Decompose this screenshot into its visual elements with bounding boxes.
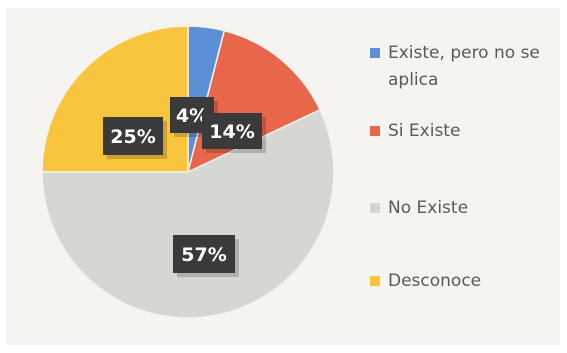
pie-data-labels: 4%14% 57% 25%	[103, 97, 266, 277]
legend-swatch-2	[370, 203, 380, 213]
legend-label-0: Existe, pero no se aplica	[388, 43, 540, 90]
legend-label-3: Desconoce	[388, 271, 482, 291]
legend-label-2: No Existe	[388, 198, 469, 218]
data-label-text-2: 57%	[181, 244, 226, 266]
data-label-text-3: 25%	[110, 126, 155, 148]
data-label-text-1: 14%	[209, 121, 254, 143]
legend-item-no-existe: No Existe	[370, 195, 548, 222]
data-label-2: 57%	[173, 235, 239, 277]
legend-item-existe-pero-no-se-aplica: Existe, pero no se aplica	[370, 40, 548, 94]
legend-item-desconoce: Desconoce	[370, 268, 548, 295]
data-label-text-0: 4%	[176, 105, 208, 127]
pie-slice-2	[41, 108, 335, 319]
legend-swatch-1	[370, 126, 380, 136]
legend-label-1: Si Existe	[388, 121, 461, 141]
legend-swatch-3	[370, 276, 380, 286]
data-label-3: 25%	[103, 117, 167, 159]
data-label-box-2	[173, 235, 235, 273]
legend-swatch-0	[370, 48, 380, 58]
data-label-box-1	[202, 113, 262, 149]
data-label-1: 14%	[202, 113, 266, 153]
data-label-box-3	[103, 117, 163, 155]
legend-item-si-existe: Si Existe	[370, 118, 548, 145]
